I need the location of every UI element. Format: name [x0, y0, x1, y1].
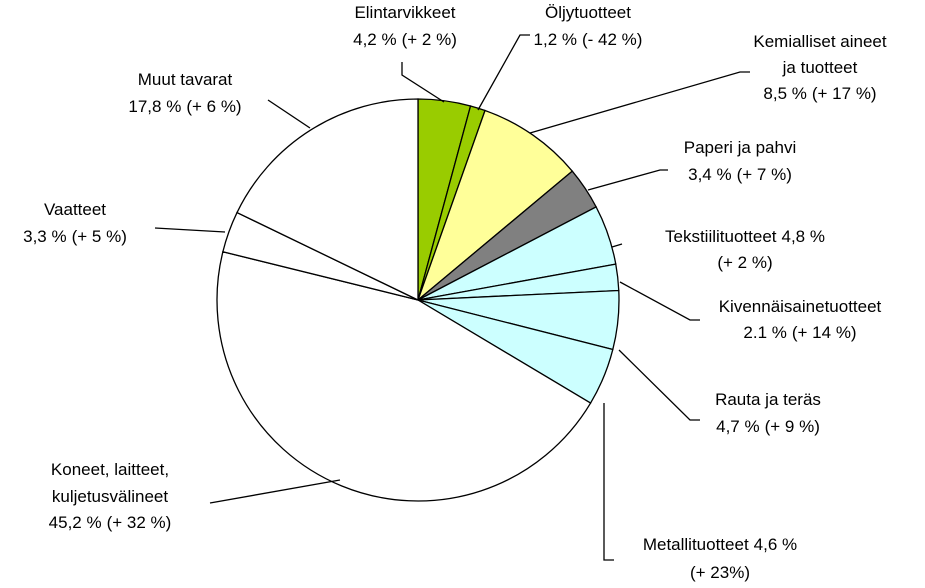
leader-line [477, 34, 530, 111]
leader-line [267, 99, 311, 129]
value-label: 3,4 % [688, 165, 731, 184]
slice-label: Paperi ja pahvi 3,4 % (+ 7 %) [684, 138, 796, 184]
slice-label: Koneet, laitteet, kuljetusvälineet 45,2 % (… [49, 460, 172, 532]
slice-label: Metallituotteet 4,6 % (+ 23%) [643, 535, 797, 582]
change-label: (+ 6 %) [186, 97, 241, 116]
change-label: (+ 5 %) [72, 227, 127, 246]
leader-line [529, 71, 750, 134]
pie-slice [236, 98, 419, 302]
category-name: Koneet, laitteet, [51, 460, 169, 479]
value-label: 1,2 % [534, 30, 577, 49]
leader-line [401, 62, 445, 103]
pie-slice [216, 250, 592, 502]
slice-label: Muut tavarat 17,8 % (+ 6 %) [128, 70, 241, 116]
value-label: 45,2 % [49, 513, 102, 532]
leader-line [618, 349, 700, 421]
leader-line [603, 403, 614, 561]
value-label: 2.1 % [743, 323, 786, 342]
slice-label: Kemialliset aineet ja tuotteet 8,5 % (+ 17 … [753, 32, 887, 103]
leader-line [611, 243, 623, 248]
category-name: Kemialliset aineet [753, 32, 887, 51]
change-label: (+ 17 %) [812, 84, 877, 103]
category-name: Rauta ja teräs [715, 390, 821, 409]
change-label: (- 42 %) [582, 30, 642, 49]
value-label: 8,5 % [763, 84, 806, 103]
value-label: 3,3 % [23, 227, 66, 246]
category-name: ja tuotteet [782, 58, 858, 77]
value-label: 17,8 % [128, 97, 181, 116]
category-name: Metallituotteet [643, 535, 749, 554]
slice-label: Rauta ja teräs 4,7 % (+ 9 %) [715, 390, 821, 436]
leader-line [587, 169, 668, 191]
slice-label: Öljytuotteet 1,2 % (- 42 %) [534, 3, 643, 49]
slice-label: Kivennäisainetuotteet 2.1 % (+ 14 %) [719, 297, 882, 342]
category-name: Vaatteet [44, 200, 106, 219]
category-name: Muut tavarat [138, 70, 233, 89]
value-label: 4,8 % [782, 227, 825, 246]
value-label: 4,6 % [754, 535, 797, 554]
value-label: 4,7 % [716, 417, 759, 436]
change-label: (+ 32 %) [107, 513, 172, 532]
leader-line [209, 479, 341, 504]
change-label: (+ 9 %) [765, 417, 820, 436]
slice-label: Tekstiilituotteet 4,8 % (+ 2 %) [665, 227, 825, 272]
category-name: Elintarvikkeet [354, 3, 455, 22]
value-label: 4,2 % [353, 30, 396, 49]
leader-line [619, 281, 700, 321]
leader-line [154, 227, 226, 233]
category-name: Kivennäisainetuotteet [719, 297, 882, 316]
slice-label: Elintarvikkeet 4,2 % (+ 2 %) [353, 3, 457, 49]
change-label: (+ 2 %) [717, 253, 772, 272]
category-name: Tekstiilituotteet [665, 227, 777, 246]
category-name: kuljetusvälineet [52, 487, 169, 506]
slice-label: Vaatteet 3,3 % (+ 5 %) [23, 200, 127, 246]
category-name: Paperi ja pahvi [684, 138, 796, 157]
change-label: (+ 23%) [690, 563, 750, 582]
change-label: (+ 2 %) [402, 30, 457, 49]
change-label: (+ 7 %) [737, 165, 792, 184]
change-label: (+ 14 %) [792, 323, 857, 342]
pie-slice [416, 109, 574, 303]
category-name: Öljytuotteet [545, 3, 631, 22]
